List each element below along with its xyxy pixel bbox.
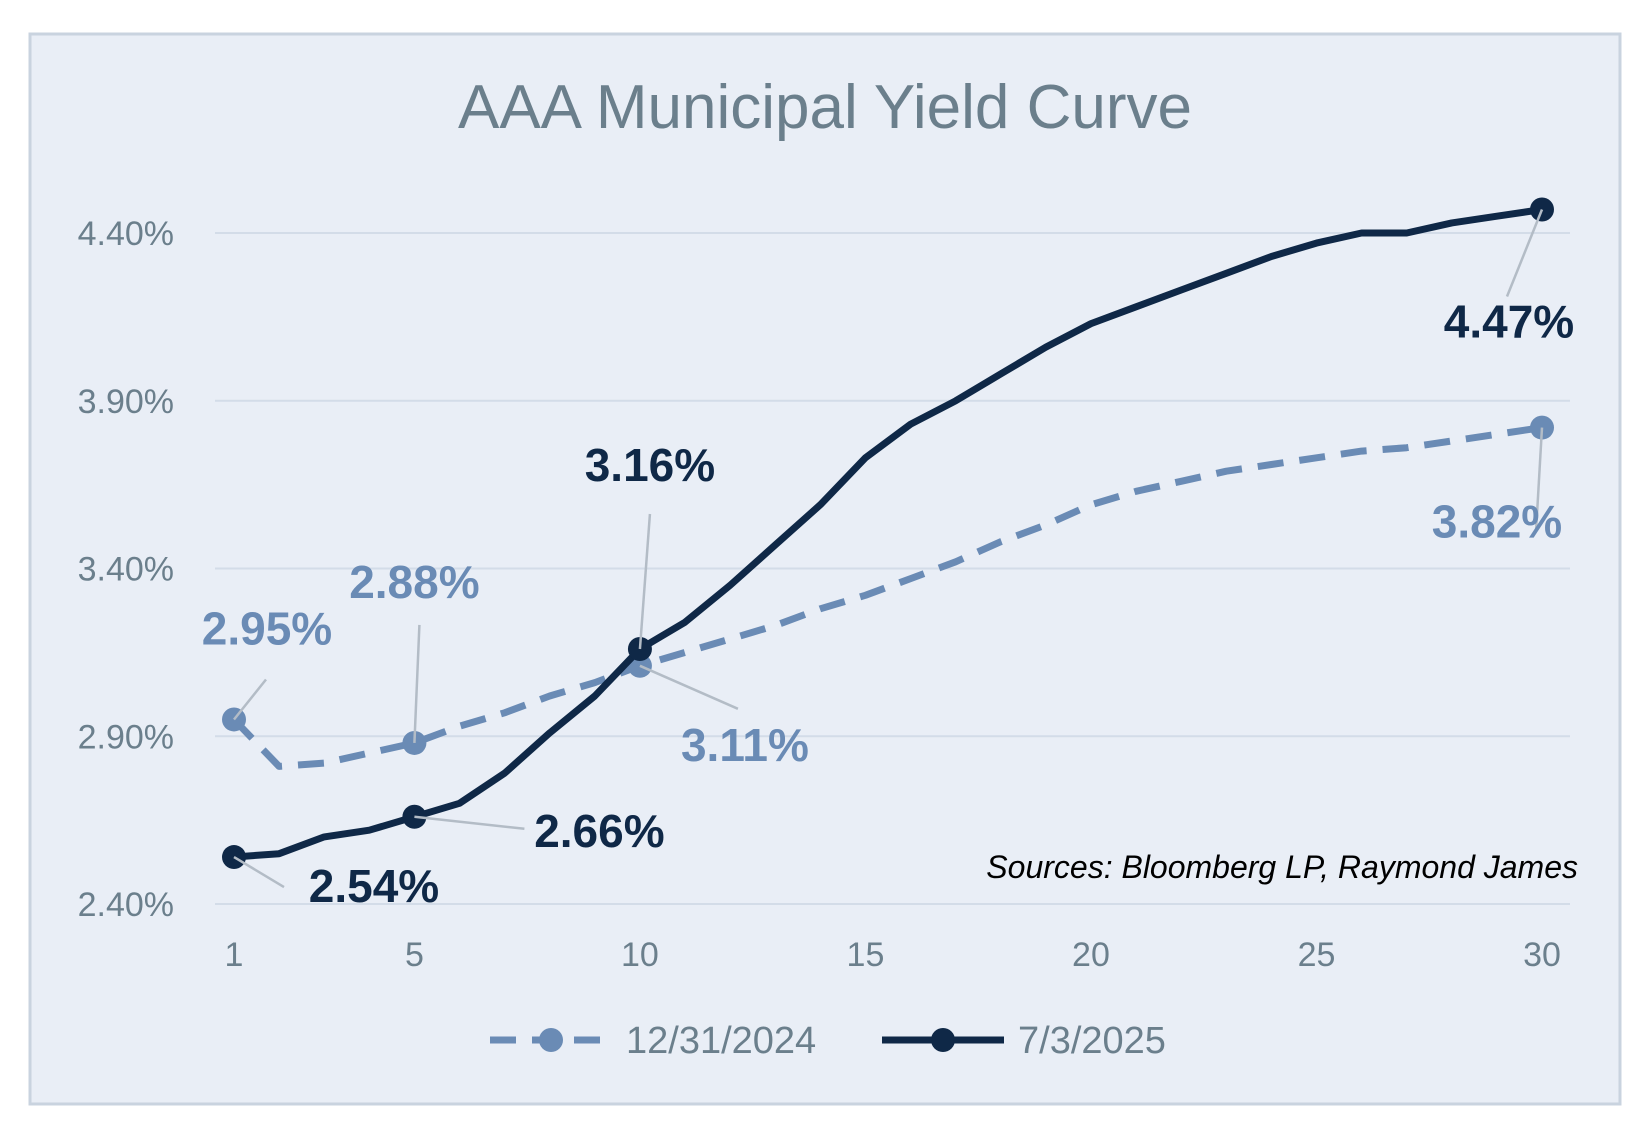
legend-marker	[931, 1028, 955, 1052]
leader-line	[233, 678, 267, 721]
leader-line	[233, 855, 285, 889]
y-tick-label: 3.40%	[78, 551, 174, 589]
legend-label: 12/31/2024	[626, 1020, 816, 1062]
x-tick-label: 30	[1523, 936, 1561, 974]
x-tick-label: 1	[225, 936, 244, 974]
leader-line	[639, 664, 739, 710]
y-tick-label: 3.90%	[78, 383, 174, 421]
y-axis-ticks: 2.40% 2.90% 3.40% 3.90% 4.40%	[78, 215, 174, 924]
x-tick-label: 25	[1298, 936, 1336, 974]
legend-marker	[539, 1028, 563, 1052]
data-label: 3.82%	[1432, 496, 1562, 548]
y-tick-label: 2.40%	[78, 886, 174, 924]
series-line-1	[231, 424, 1543, 770]
legend-label: 7/3/2025	[1018, 1020, 1166, 1062]
chart-title: AAA Municipal Yield Curve	[458, 73, 1192, 142]
data-label: 2.66%	[534, 805, 664, 857]
series-line-2	[230, 206, 1546, 861]
x-tick-label: 20	[1072, 936, 1110, 974]
leader-line	[638, 513, 652, 650]
data-label: 4.47%	[1444, 296, 1574, 348]
leader-line	[1505, 209, 1544, 297]
data-labels-layer: 2.95% 2.88% 3.11% 3.82% 2.54% 2.66% 3.16% 4.47%	[202, 209, 1574, 912]
data-label: 2.95%	[202, 602, 332, 654]
y-tick-label: 2.90%	[78, 718, 174, 756]
data-label: 3.16%	[585, 439, 715, 491]
leader-line	[1534, 427, 1544, 532]
data-label: 2.88%	[349, 556, 479, 608]
x-tick-label: 10	[621, 936, 659, 974]
leader-line	[413, 624, 421, 744]
source-note: Sources: Bloomberg LP, Raymond James	[986, 849, 1578, 885]
leader-line	[414, 815, 525, 831]
legend: 12/31/2024 7/3/2025	[490, 1020, 1166, 1062]
data-label: 2.54%	[309, 860, 439, 912]
x-tick-label: 5	[405, 936, 424, 974]
y-tick-label: 4.40%	[78, 215, 174, 253]
data-label: 3.11%	[681, 719, 809, 771]
x-axis-ticks: 1 5 10 15 20 25 30	[225, 936, 1561, 974]
x-tick-label: 15	[847, 936, 885, 974]
